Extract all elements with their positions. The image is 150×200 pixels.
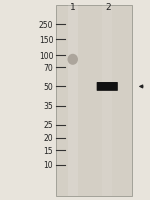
Text: 25: 25 [44,121,53,129]
Bar [56,6,132,196]
Text: 100: 100 [39,52,53,60]
Text: 15: 15 [44,146,53,155]
Text: 50: 50 [44,83,53,91]
Text: 150: 150 [39,36,53,44]
Bar [102,6,112,196]
Ellipse shape [68,55,78,66]
Text: 2: 2 [105,3,111,12]
FancyBboxPatch shape [97,83,118,91]
Text: 1: 1 [70,3,76,12]
Text: 35: 35 [44,102,53,110]
Text: 10: 10 [44,161,53,169]
Bar [68,6,78,196]
Text: 70: 70 [44,64,53,72]
Text: 20: 20 [44,134,53,142]
Text: 250: 250 [39,21,53,29]
